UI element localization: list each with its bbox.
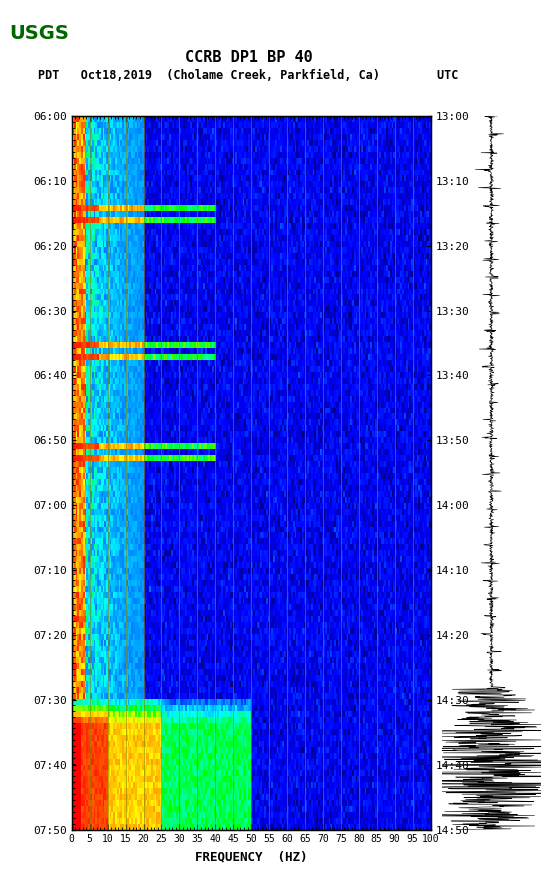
X-axis label: FREQUENCY  (HZ): FREQUENCY (HZ) — [195, 850, 307, 863]
Text: USGS: USGS — [9, 24, 68, 43]
Text: PDT   Oct18,2019  (Cholame Creek, Parkfield, Ca)        UTC: PDT Oct18,2019 (Cholame Creek, Parkfield… — [38, 70, 459, 82]
Text: CCRB DP1 BP 40: CCRB DP1 BP 40 — [184, 51, 312, 65]
